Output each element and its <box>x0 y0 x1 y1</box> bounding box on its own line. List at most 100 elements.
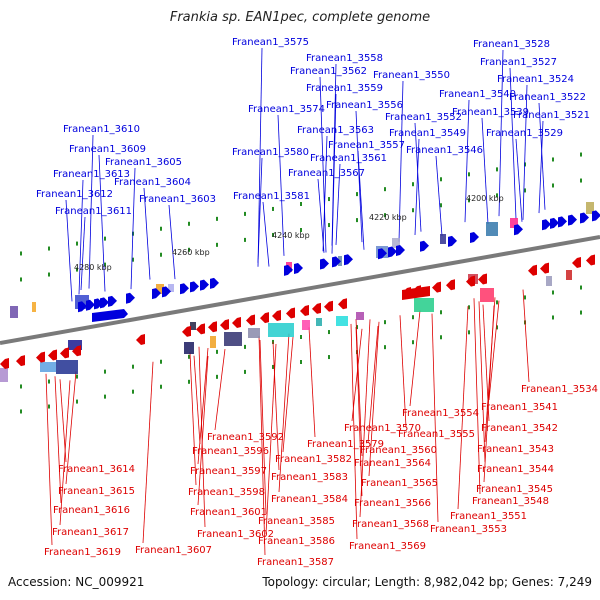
leader-line-bottom <box>350 323 358 540</box>
gene-label-bottom: Franean1_3551 <box>450 511 527 522</box>
gene-label-bottom: Franean1_3601 <box>190 507 267 518</box>
tick-mark <box>104 236 106 241</box>
gene-label-bottom: Franean1_3607 <box>135 545 212 556</box>
gene-arrows <box>0 210 600 369</box>
forward-gene-arrow <box>190 281 199 293</box>
reverse-gene-arrow <box>286 307 295 319</box>
reverse-gene-arrow <box>528 264 537 276</box>
tick-mark <box>552 315 554 320</box>
leader-line-bottom <box>197 347 209 465</box>
feature-box <box>224 332 242 346</box>
leader-line-bottom <box>351 328 363 422</box>
gene-label-bottom: Franean1_3617 <box>52 527 129 538</box>
gene-label-bottom: Franean1_3565 <box>361 478 438 489</box>
leader-line-bottom <box>189 352 197 486</box>
leader-line-top <box>522 84 528 220</box>
leader-line-top <box>357 150 365 250</box>
forward-gene-arrow <box>162 286 171 298</box>
gene-label-bottom: Franean1_3560 <box>360 445 437 456</box>
forward-gene-arrow <box>78 301 87 313</box>
tick-mark <box>468 172 470 177</box>
tick-mark <box>160 359 162 364</box>
genome-backbone <box>0 235 600 345</box>
reverse-gene-arrow <box>446 279 455 291</box>
reverse-gene-arrow <box>432 281 441 293</box>
gene-label-bottom: Franean1_3569 <box>349 541 426 552</box>
feature-box <box>190 322 196 330</box>
tick-mark <box>20 277 22 282</box>
feature-box <box>302 320 310 330</box>
tick-mark <box>76 267 78 272</box>
gene-label-top: Franean1_3567 <box>288 168 365 179</box>
tick-mark <box>188 247 190 252</box>
gene-label-bottom: Franean1_3541 <box>481 402 558 413</box>
scale-labels: 4200 kbp 4220 kbp 4240 kbp 4260 kbp 4280 kbp <box>74 194 504 272</box>
tick-mark <box>468 198 470 203</box>
tick-mark <box>328 197 330 202</box>
feature-box <box>356 312 364 320</box>
tick-mark <box>300 360 302 364</box>
feature-box <box>32 302 36 312</box>
tick-mark <box>580 285 582 290</box>
tick-mark <box>580 310 582 315</box>
leader-line-top <box>481 117 489 224</box>
scale-label: 4200 kbp <box>466 194 504 203</box>
leader-line-bottom <box>478 301 486 463</box>
leader-line-top <box>414 138 420 235</box>
tick-mark <box>328 330 330 335</box>
leader-line-bottom <box>368 321 380 477</box>
leader-line-bottom <box>473 298 481 495</box>
gene-label-top: Franean1_3556 <box>326 100 403 111</box>
tick-mark <box>48 404 50 409</box>
tick-mark <box>76 374 78 379</box>
gene-label-bottom: Franean1_3615 <box>58 486 135 497</box>
genome-summary-text: Topology: circular; Length: 8,982,042 bp… <box>262 575 592 589</box>
gene-label-bottom: Franean1_3553 <box>430 524 507 535</box>
gene-label-top: Franean1_3540 <box>439 89 516 100</box>
leader-line-bottom <box>193 355 201 445</box>
reverse-gene-arrow <box>338 298 347 310</box>
tick-mark <box>496 300 498 305</box>
tick-mark <box>132 257 134 262</box>
leader-line-top <box>78 179 84 295</box>
leader-line-top <box>98 154 106 292</box>
gene-label-top: Franean1_3580 <box>232 147 309 158</box>
tick-mark <box>76 241 78 246</box>
tick-mark <box>216 349 218 354</box>
leader-line-top <box>355 110 363 243</box>
reverse-gene-arrow <box>182 325 191 337</box>
leader-line-top <box>515 138 523 222</box>
gene-label-bottom: Franean1_3585 <box>258 516 335 527</box>
gene-label-bottom: Franean1_3542 <box>481 423 558 434</box>
leader-line-bottom <box>59 380 71 526</box>
tick-mark <box>20 251 22 256</box>
tick-mark <box>300 335 302 339</box>
feature-box <box>248 328 260 338</box>
gene-label-top: Franean1_3575 <box>232 37 309 48</box>
gene-label-bottom: Franean1_3602 <box>197 529 274 540</box>
gene-label-bottom: Franean1_3598 <box>188 487 265 498</box>
leader-line-bottom <box>431 313 439 523</box>
tick-mark <box>412 315 414 320</box>
gene-label-top: Franean1_3557 <box>328 140 405 151</box>
tick-mark <box>384 213 386 218</box>
leader-line-bottom <box>54 376 62 504</box>
leader-line-bottom <box>483 305 495 483</box>
tick-mark <box>356 192 358 197</box>
gene-label-top: Franean1_3604 <box>114 177 191 188</box>
forward-gene-arrow <box>332 256 341 268</box>
reverse-gene-arrow <box>0 358 9 369</box>
reverse-gene-arrow <box>60 347 69 359</box>
forward-gene-arrow <box>126 292 135 304</box>
gene-label-top: Franean1_3561 <box>310 153 387 164</box>
tick-mark <box>216 374 218 379</box>
leader-line-top <box>414 122 422 232</box>
feature-box <box>10 306 18 318</box>
feature-box <box>392 238 400 248</box>
tick-mark <box>524 295 526 300</box>
forward-gene-arrow <box>108 295 117 307</box>
forward-gene-arrow <box>396 245 405 257</box>
tick-mark <box>580 152 582 157</box>
leader-line-bottom <box>359 319 371 518</box>
